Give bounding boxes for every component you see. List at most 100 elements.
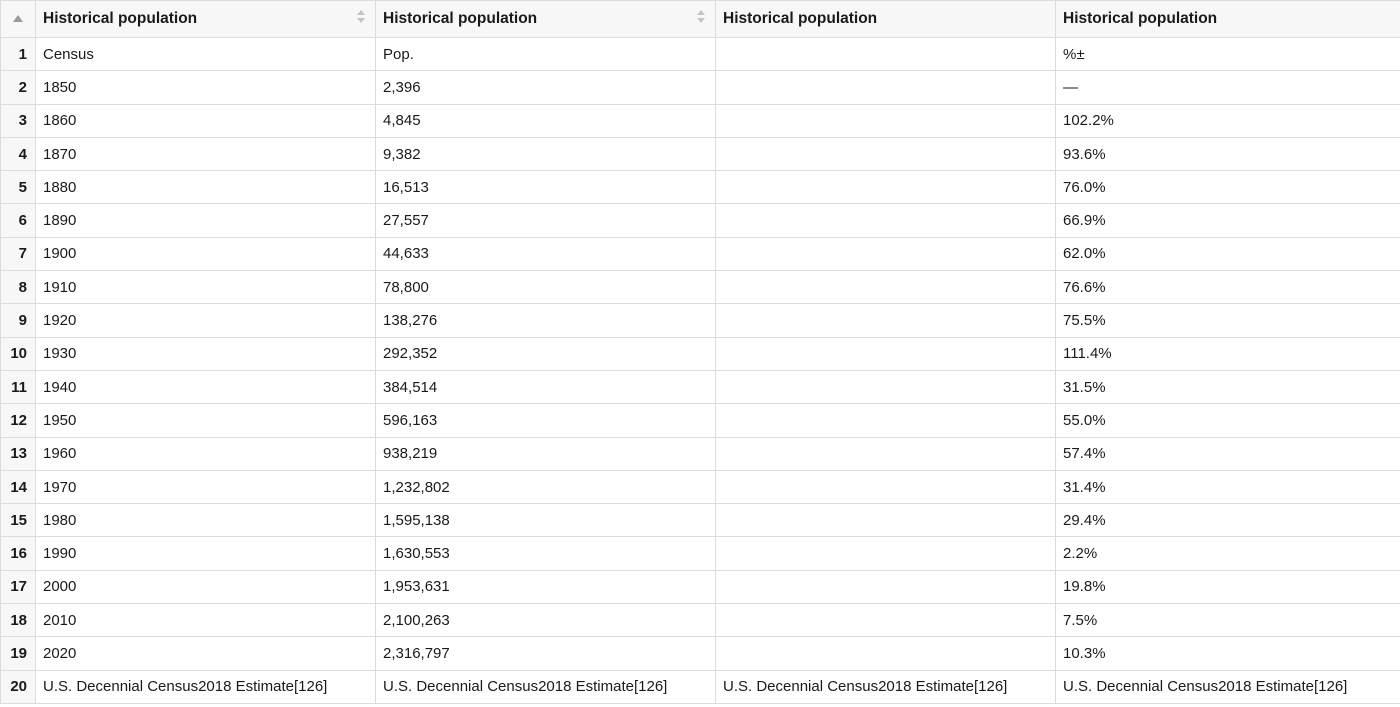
table-row[interactable]: 4 1870 9,382 93.6% <box>0 136 1400 172</box>
table-cell[interactable] <box>715 303 1056 338</box>
table-cell[interactable] <box>715 170 1056 205</box>
table-row[interactable]: 18 2010 2,100,263 7.5% <box>0 603 1400 638</box>
table-row[interactable]: 6 1890 27,557 66.9% <box>0 203 1400 238</box>
table-row[interactable]: 13 1960 938,219 57.4% <box>0 436 1400 471</box>
table-row[interactable]: 7 1900 44,633 62.0% <box>0 236 1400 272</box>
table-cell[interactable]: 1,953,631 <box>375 569 716 605</box>
table-row[interactable]: 20 U.S. Decennial Census2018 Estimate[126… <box>0 669 1400 704</box>
table-cell[interactable]: U.S. Decennial Census2018 Estimate[126] <box>375 669 716 704</box>
table-cell[interactable]: 1870 <box>35 136 376 172</box>
table-cell[interactable]: 9,382 <box>375 136 716 172</box>
table-cell[interactable]: 66.9% <box>1055 203 1400 238</box>
table-cell[interactable]: 16,513 <box>375 170 716 205</box>
table-row[interactable]: 5 1880 16,513 76.0% <box>0 170 1400 205</box>
table-cell[interactable]: 1,595,138 <box>375 503 716 538</box>
column-header[interactable]: Historical population <box>375 0 716 38</box>
table-cell[interactable]: 1,630,553 <box>375 536 716 571</box>
table-cell[interactable]: 4,845 <box>375 103 716 138</box>
table-cell[interactable]: 102.2% <box>1055 103 1400 138</box>
table-cell[interactable] <box>715 636 1056 671</box>
column-header[interactable]: Historical population <box>35 0 376 38</box>
table-row[interactable]: 9 1920 138,276 75.5% <box>0 303 1400 338</box>
table-row[interactable]: 17 2000 1,953,631 19.8% <box>0 569 1400 605</box>
table-cell[interactable]: 1860 <box>35 103 376 138</box>
table-cell[interactable] <box>715 236 1056 272</box>
table-cell[interactable]: 1960 <box>35 436 376 471</box>
table-cell[interactable]: 93.6% <box>1055 136 1400 172</box>
table-cell[interactable] <box>715 270 1056 305</box>
table-cell[interactable]: 1850 <box>35 70 376 105</box>
table-cell[interactable]: 2,396 <box>375 70 716 105</box>
table-cell[interactable] <box>715 403 1056 438</box>
table-cell[interactable]: 1980 <box>35 503 376 538</box>
table-cell[interactable] <box>715 136 1056 172</box>
table-row[interactable]: 16 1990 1,630,553 2.2% <box>0 536 1400 571</box>
table-cell[interactable]: Census <box>35 36 376 72</box>
table-cell[interactable]: 31.5% <box>1055 369 1400 405</box>
table-cell[interactable]: U.S. Decennial Census2018 Estimate[126] <box>35 669 376 704</box>
table-cell[interactable]: 138,276 <box>375 303 716 338</box>
table-cell[interactable] <box>715 603 1056 638</box>
table-cell[interactable]: 2010 <box>35 603 376 638</box>
table-cell[interactable] <box>715 503 1056 538</box>
column-header[interactable]: Historical population <box>1055 0 1400 38</box>
table-cell[interactable]: 596,163 <box>375 403 716 438</box>
table-row[interactable]: 1 Census Pop. %± <box>0 36 1400 72</box>
table-cell[interactable] <box>715 369 1056 405</box>
table-cell[interactable]: 7.5% <box>1055 603 1400 638</box>
table-cell[interactable]: 2000 <box>35 569 376 605</box>
table-row[interactable]: 10 1930 292,352 111.4% <box>0 336 1400 371</box>
table-cell[interactable] <box>715 336 1056 371</box>
sort-arrows-icon[interactable] <box>357 10 365 26</box>
table-cell[interactable]: 1900 <box>35 236 376 272</box>
table-cell[interactable] <box>715 469 1056 505</box>
table-cell[interactable]: U.S. Decennial Census2018 Estimate[126] <box>715 669 1056 704</box>
table-cell[interactable]: 76.6% <box>1055 270 1400 305</box>
table-cell[interactable] <box>715 203 1056 238</box>
table-cell[interactable]: 76.0% <box>1055 170 1400 205</box>
table-row[interactable]: 15 1980 1,595,138 29.4% <box>0 503 1400 538</box>
table-cell[interactable]: 1920 <box>35 303 376 338</box>
table-cell[interactable] <box>715 536 1056 571</box>
table-cell[interactable]: 27,557 <box>375 203 716 238</box>
table-cell[interactable]: 75.5% <box>1055 303 1400 338</box>
table-cell[interactable] <box>715 436 1056 471</box>
table-cell[interactable]: — <box>1055 70 1400 105</box>
table-cell[interactable]: 29.4% <box>1055 503 1400 538</box>
table-cell[interactable]: 10.3% <box>1055 636 1400 671</box>
table-cell[interactable]: 292,352 <box>375 336 716 371</box>
table-cell[interactable]: 2,100,263 <box>375 603 716 638</box>
table-cell[interactable]: 384,514 <box>375 369 716 405</box>
table-cell[interactable]: 55.0% <box>1055 403 1400 438</box>
table-cell[interactable] <box>715 70 1056 105</box>
table-cell[interactable]: 44,633 <box>375 236 716 272</box>
table-cell[interactable]: 78,800 <box>375 270 716 305</box>
table-cell[interactable]: 2.2% <box>1055 536 1400 571</box>
table-cell[interactable]: 1910 <box>35 270 376 305</box>
table-cell[interactable]: 2020 <box>35 636 376 671</box>
table-cell[interactable]: 111.4% <box>1055 336 1400 371</box>
table-cell[interactable]: U.S. Decennial Census2018 Estimate[126] <box>1055 669 1400 704</box>
table-cell[interactable]: 19.8% <box>1055 569 1400 605</box>
table-row[interactable]: 3 1860 4,845 102.2% <box>0 103 1400 138</box>
table-cell[interactable]: 1950 <box>35 403 376 438</box>
table-cell[interactable]: 2,316,797 <box>375 636 716 671</box>
table-row[interactable]: 19 2020 2,316,797 10.3% <box>0 636 1400 671</box>
table-cell[interactable]: 1990 <box>35 536 376 571</box>
table-cell[interactable]: 62.0% <box>1055 236 1400 272</box>
table-cell[interactable]: 31.4% <box>1055 469 1400 505</box>
table-cell[interactable]: 1930 <box>35 336 376 371</box>
table-cell[interactable] <box>715 569 1056 605</box>
table-cell[interactable]: 1880 <box>35 170 376 205</box>
table-cell[interactable] <box>715 103 1056 138</box>
sort-ascending-icon[interactable] <box>13 15 23 23</box>
table-cell[interactable]: 1940 <box>35 369 376 405</box>
table-row[interactable]: 2 1850 2,396 — <box>0 70 1400 105</box>
table-cell[interactable] <box>715 36 1056 72</box>
row-index-header[interactable] <box>0 0 36 38</box>
table-row[interactable]: 8 1910 78,800 76.6% <box>0 270 1400 305</box>
sort-arrows-icon[interactable] <box>697 10 705 26</box>
table-cell[interactable]: 1890 <box>35 203 376 238</box>
table-cell[interactable]: 1,232,802 <box>375 469 716 505</box>
table-cell[interactable]: 1970 <box>35 469 376 505</box>
